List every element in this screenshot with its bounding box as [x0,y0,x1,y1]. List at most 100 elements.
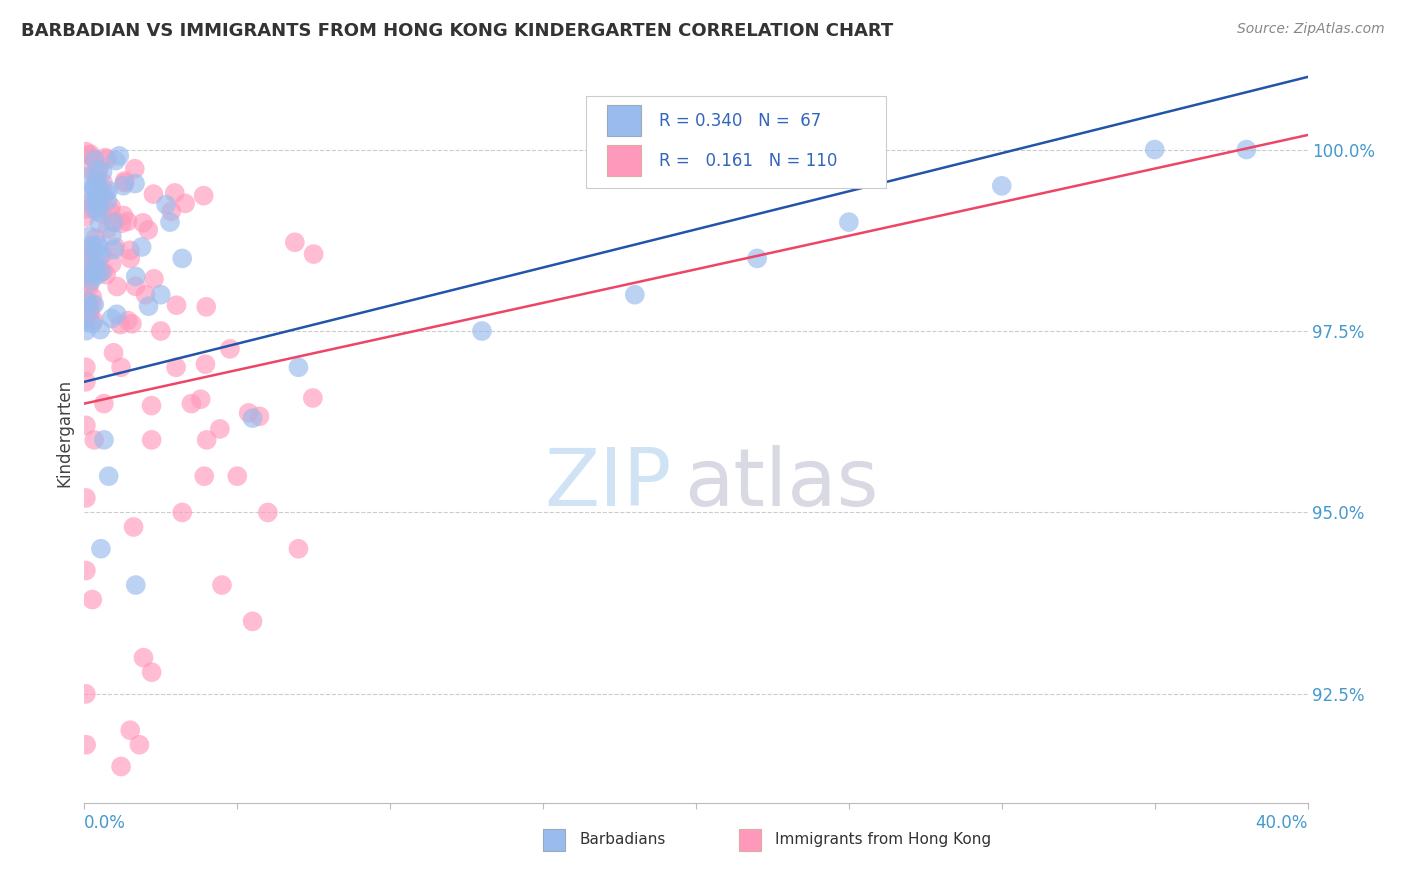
Point [75,687,97,701]
Point [838,215,860,229]
Text: 40.0%: 40.0% [1256,814,1308,831]
Point [287,360,309,375]
Point [103,345,125,359]
Bar [543,829,565,851]
Point [94,186,117,200]
Point [82,592,104,607]
Point [112,209,135,223]
Text: BARBADIAN VS IMMIGRANTS FROM HONG KONG KINDERGARTEN CORRELATION CHART: BARBADIAN VS IMMIGRANTS FROM HONG KONG K… [21,22,893,40]
Point [77,277,100,291]
Point [141,665,163,680]
Point [87,179,110,194]
Point [89,323,111,337]
Point [238,406,260,420]
Point [104,153,127,168]
Point [89,264,111,278]
Point [79,261,101,276]
Point [84,192,107,206]
Point [75,313,97,327]
Point [86,268,108,282]
Text: Source: ZipAtlas.com: Source: ZipAtlas.com [1237,22,1385,37]
Point [93,433,115,447]
Text: atlas: atlas [683,445,879,524]
Point [103,215,125,229]
Point [110,318,132,332]
Point [103,243,125,257]
Point [104,240,127,254]
Point [142,272,165,286]
Point [104,215,127,229]
Point [242,411,264,425]
Point [83,183,105,197]
Point [149,287,172,301]
Text: Immigrants from Hong Kong: Immigrants from Hong Kong [776,832,991,847]
Point [149,324,172,338]
Point [195,433,218,447]
Point [302,391,325,405]
Point [110,759,132,773]
Point [117,313,139,327]
Point [82,290,104,304]
Text: ZIP: ZIP [544,445,672,524]
Point [89,200,111,214]
Point [75,564,97,578]
Point [117,214,139,228]
Point [97,469,120,483]
Point [249,409,271,424]
Point [97,183,120,197]
Point [75,738,97,752]
Point [91,176,114,190]
Point [172,506,194,520]
Point [208,422,231,436]
FancyBboxPatch shape [586,95,886,188]
Point [174,196,197,211]
Point [75,360,97,375]
Point [86,195,108,210]
Point [91,165,114,179]
Point [83,179,105,194]
Point [80,238,103,252]
Point [1236,143,1258,157]
Point [120,723,142,738]
Point [105,279,128,293]
Point [75,418,97,433]
Point [75,375,97,389]
Point [87,240,110,254]
Point [76,202,98,216]
Point [79,307,101,321]
Point [96,153,118,167]
Point [84,165,107,179]
Point [105,307,128,321]
Point [83,297,105,311]
Point [100,311,122,326]
Point [93,396,115,410]
Point [471,324,494,338]
Point [96,268,118,282]
Point [138,299,160,313]
Point [83,313,105,327]
Point [108,149,131,163]
Point [100,205,122,219]
Point [141,433,163,447]
Point [193,188,215,202]
Point [131,240,153,254]
Bar [738,829,761,851]
Point [284,235,307,250]
Point [75,169,97,184]
Point [91,247,114,261]
Point [84,231,107,245]
Point [124,177,146,191]
Point [160,204,183,219]
Point [136,223,159,237]
Point [125,269,148,284]
Point [80,241,103,255]
Point [624,287,647,301]
Point [124,279,146,293]
Point [242,615,264,629]
Point [84,175,107,189]
Point [89,187,111,202]
Point [96,222,118,236]
Point [76,303,98,318]
Point [1143,143,1166,157]
Point [991,178,1014,193]
